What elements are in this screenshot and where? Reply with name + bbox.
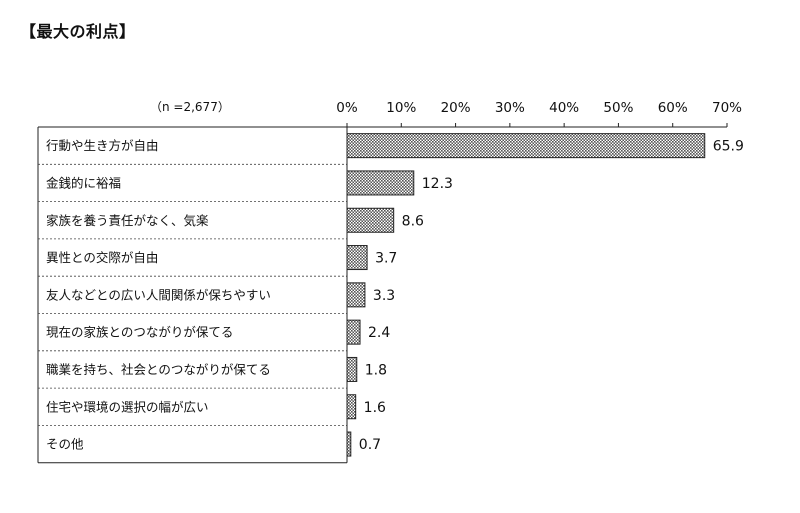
x-tick-label: 20% — [441, 100, 471, 116]
bar — [346, 245, 368, 271]
value-label: 0.7 — [359, 437, 381, 453]
category-label: 異性との交際が自由 — [46, 250, 158, 265]
category-label: 友人などとの広い人間関係が保ちやすい — [46, 287, 271, 302]
x-tick-label: 60% — [658, 100, 688, 116]
bar — [346, 207, 395, 233]
x-tick-label: 10% — [386, 100, 416, 116]
x-tick-label: 30% — [495, 100, 525, 116]
category-label: 金銭的に裕福 — [46, 175, 121, 190]
x-tick-label: 0% — [336, 100, 358, 116]
value-label: 12.3 — [422, 176, 453, 192]
value-label: 1.6 — [364, 400, 386, 416]
x-tick-label: 50% — [603, 100, 633, 116]
bar — [346, 319, 361, 345]
bar — [346, 133, 706, 159]
value-label: 3.7 — [375, 251, 397, 267]
category-label: 行動や生き方が自由 — [46, 138, 159, 153]
value-label: 2.4 — [368, 325, 390, 341]
category-label: 住宅や環境の選択の幅が広い — [46, 399, 209, 414]
chart-title: 【最大の利点】 — [20, 22, 136, 41]
category-label: 職業を持ち、社会とのつながりが保てる — [46, 362, 271, 377]
bar — [346, 282, 366, 308]
sample-size-note: （n =2,677） — [150, 100, 230, 114]
bar — [346, 431, 352, 457]
category-label: 家族を養う責任がなく、気楽 — [46, 213, 209, 228]
bar — [346, 170, 415, 196]
bar — [346, 356, 358, 382]
value-label: 1.8 — [365, 362, 387, 378]
value-label: 3.3 — [373, 288, 395, 304]
bar — [346, 394, 357, 420]
category-label: 現在の家族とのつながりが保てる — [46, 325, 233, 340]
x-tick-label: 40% — [549, 100, 579, 116]
x-tick-label: 70% — [712, 100, 742, 116]
category-label: その他 — [46, 437, 84, 452]
value-label: 65.9 — [713, 139, 744, 155]
value-label: 8.6 — [402, 213, 424, 229]
